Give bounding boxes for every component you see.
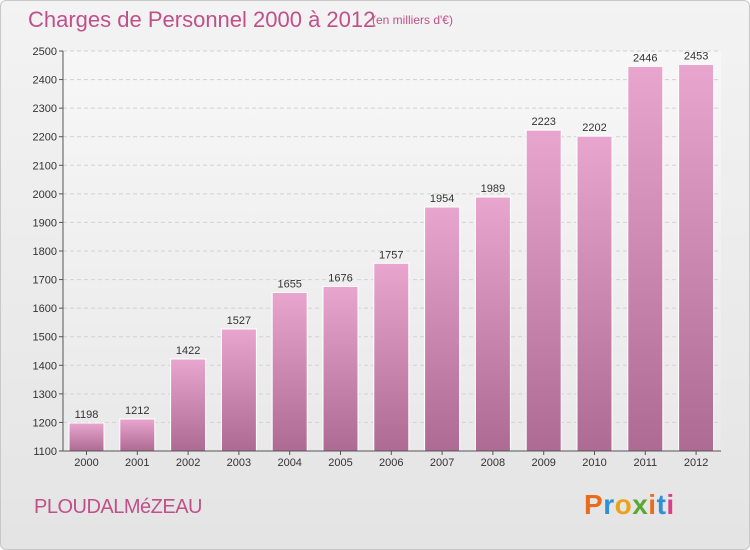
y-tick-label: 2100 <box>33 160 57 172</box>
x-tick-label: 2000 <box>74 457 98 469</box>
data-label: 2223 <box>531 116 555 128</box>
y-tick-label: 1700 <box>33 275 57 287</box>
y-tick-label: 2000 <box>33 189 57 201</box>
data-label: 1954 <box>430 193 454 205</box>
data-label: 1757 <box>379 249 403 261</box>
bar <box>220 328 257 452</box>
x-tick-label: 2008 <box>481 457 505 469</box>
x-tick-label: 2002 <box>176 457 200 469</box>
y-tick-label: 1900 <box>33 217 57 229</box>
y-tick-label: 1600 <box>33 303 57 315</box>
data-label: 2453 <box>684 50 708 62</box>
data-label: 1676 <box>328 272 352 284</box>
logo-letter: i <box>666 489 675 520</box>
bar <box>627 65 664 452</box>
bar <box>678 63 715 452</box>
y-tick-label: 1300 <box>33 389 57 401</box>
chart-subtitle: (en milliers d'€) <box>372 13 453 27</box>
bar <box>271 291 308 452</box>
logo-letter: t <box>656 489 667 520</box>
bar <box>525 129 562 452</box>
x-tick-label: 2011 <box>633 457 657 469</box>
x-tick-label: 2012 <box>684 457 708 469</box>
proxiti-logo: Proxiti <box>584 489 675 521</box>
y-tick-label: 2300 <box>33 103 57 115</box>
y-tick-label: 1500 <box>33 332 57 344</box>
data-label: 1655 <box>277 278 301 290</box>
logo-letter: i <box>648 489 657 520</box>
data-label: 1212 <box>125 405 149 417</box>
data-label: 1198 <box>75 409 99 421</box>
y-tick-label: 2500 <box>33 46 57 58</box>
city-name: PLOUDALMéZEAU <box>34 496 203 518</box>
bar <box>576 135 613 452</box>
data-label: 1527 <box>227 315 251 327</box>
logo-letter: P <box>584 489 604 520</box>
x-tick-label: 2004 <box>277 457 301 469</box>
x-tick-label: 2005 <box>328 457 352 469</box>
x-tick-label: 2006 <box>379 457 403 469</box>
x-tick-label: 2007 <box>430 457 454 469</box>
data-label: 2202 <box>582 122 606 134</box>
bar <box>170 358 207 452</box>
logo-letter: x <box>632 489 649 520</box>
y-tick-label: 1100 <box>33 446 57 458</box>
y-tick-label: 1400 <box>33 360 57 372</box>
data-label: 1422 <box>176 345 200 357</box>
axis-layer: 1100 1200 1300 1400 1500 1600 1700 1800 1900 2000… <box>33 46 721 469</box>
logo-letter: r <box>603 489 615 520</box>
data-label: 2446 <box>633 52 657 64</box>
bar <box>119 418 156 452</box>
bar <box>424 206 461 452</box>
x-tick-label: 2009 <box>531 457 555 469</box>
bar-layer: 1198 1212 1422 1527 1655 1676 1757 1954 1989 2223… <box>68 50 715 452</box>
bar <box>68 422 105 452</box>
x-tick-label: 2003 <box>227 457 251 469</box>
chart-title: Charges de Personnel 2000 à 2012 <box>28 7 376 32</box>
data-label: 1989 <box>481 183 505 195</box>
y-tick-label: 1200 <box>33 417 57 429</box>
y-tick-label: 2200 <box>33 132 57 144</box>
x-tick-label: 2001 <box>125 457 149 469</box>
bar <box>474 196 511 452</box>
bar <box>322 285 359 452</box>
y-tick-label: 1800 <box>33 246 57 258</box>
bar <box>373 262 410 452</box>
x-tick-label: 2010 <box>582 457 606 469</box>
y-tick-label: 2400 <box>33 75 57 87</box>
logo-letter: o <box>614 489 633 520</box>
